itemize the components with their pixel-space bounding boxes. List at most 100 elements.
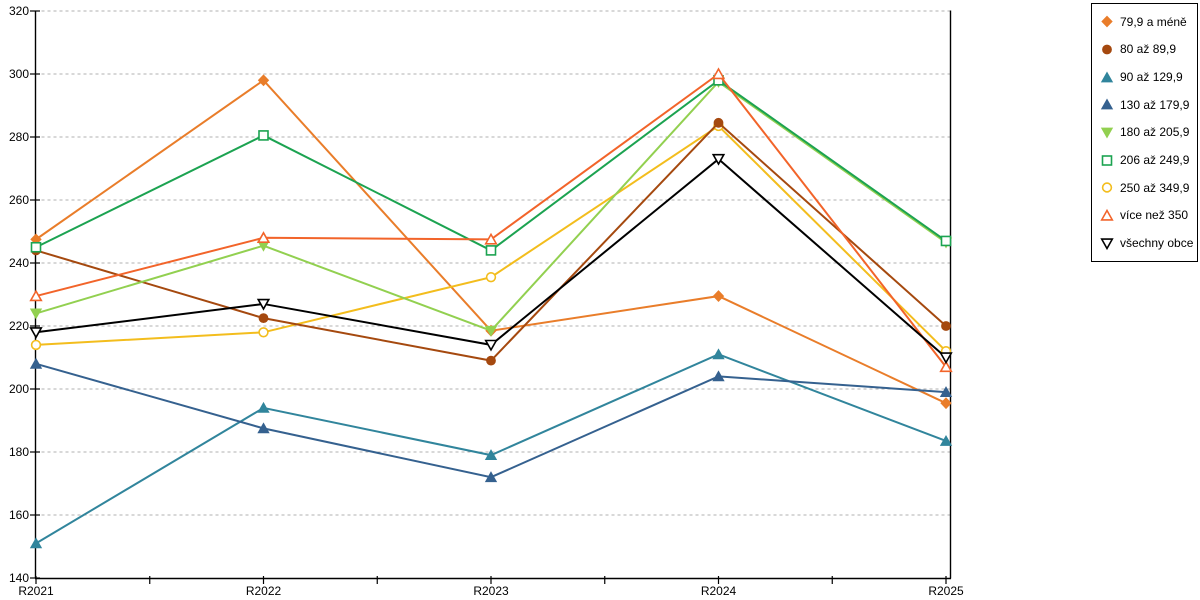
legend-item: více než 350: [1099, 208, 1197, 223]
legend-item: 130 až 179,9: [1099, 97, 1197, 112]
triangle-up-marker: [29, 357, 43, 369]
legend-item: všechny obce: [1099, 236, 1197, 251]
y-tick-label: 280: [9, 130, 29, 144]
triangle-up-icon-shape: [1100, 71, 1114, 83]
triangle-up-marker: [939, 386, 953, 398]
square-marker: [30, 241, 42, 253]
triangle-up-marker: [257, 401, 270, 413]
series-3: [29, 348, 953, 549]
triangle-down-marker: [711, 153, 726, 166]
triangle-up-icon: [1100, 71, 1114, 83]
series-7: [30, 120, 952, 357]
legend-label: 180 až 205,9: [1120, 125, 1190, 140]
diamond-icon-shape: [1101, 15, 1113, 28]
y-tick-label: 260: [9, 193, 29, 207]
y-tick-label: 240: [9, 256, 29, 270]
x-category-label: R2022: [246, 584, 282, 598]
diamond-marker: [257, 74, 270, 87]
triangle-up-marker: [712, 370, 725, 382]
triangle-down-marker: [256, 298, 271, 311]
triangle-up-marker: [939, 360, 953, 373]
circle-marker: [713, 117, 724, 128]
legend-label: více než 350: [1120, 208, 1189, 223]
series-line: [35, 79, 947, 252]
circle-icon-shape: [1101, 182, 1113, 193]
square-icon-shape: [1101, 154, 1113, 166]
legend-label: 80 až 89,9: [1120, 42, 1177, 57]
triangle-down-icon: [1100, 127, 1114, 139]
triangle-down-marker: [484, 339, 498, 352]
triangle-down-marker: [484, 325, 498, 337]
diamond-marker: [940, 397, 952, 410]
legend-label: 250 až 349,9: [1120, 180, 1190, 195]
triangle-up-icon: [1100, 208, 1114, 221]
y-tick-label: 300: [9, 67, 29, 81]
legend-label: 79,9 a méně: [1120, 14, 1187, 29]
circle-marker: [258, 313, 269, 324]
triangle-up-marker: [711, 67, 726, 80]
square-marker: [940, 235, 952, 247]
circle-marker: [258, 327, 269, 338]
y-tick-label: 160: [9, 508, 29, 522]
series-8: [29, 67, 953, 373]
triangle-up-marker: [939, 434, 953, 446]
square-marker: [485, 245, 497, 256]
circle-icon: [1102, 44, 1112, 55]
x-category-label: R2025: [928, 584, 964, 598]
y-tick-label: 200: [9, 382, 29, 396]
legend-item: 80 až 89,9: [1099, 42, 1197, 57]
series-9: [29, 153, 953, 365]
series-line: [35, 80, 947, 332]
legend-label: 206 až 249,9: [1120, 153, 1190, 168]
triangle-up-marker: [712, 348, 725, 360]
legend-item: 206 až 249,9: [1099, 153, 1197, 168]
x-category-label: R2024: [701, 584, 737, 598]
triangle-up-marker: [256, 231, 271, 243]
legend-item: 180 až 205,9: [1099, 125, 1197, 140]
triangle-up-icon-shape: [1100, 98, 1114, 110]
x-category-label: R2021: [18, 584, 54, 598]
triangle-up-marker: [484, 471, 498, 483]
triangle-up-marker: [257, 422, 270, 434]
diamond-icon: [1101, 15, 1113, 28]
triangle-down-marker: [29, 308, 43, 320]
square-marker: [258, 130, 269, 141]
series-6: [30, 75, 952, 256]
circle-icon-shape: [1102, 44, 1112, 55]
circle-icon: [1101, 182, 1113, 193]
circle-marker: [941, 321, 951, 331]
legend-item: 79,9 a méně: [1099, 14, 1197, 29]
y-tick-label: 220: [9, 319, 29, 333]
triangle-down-marker: [29, 327, 43, 339]
y-tick-label: 180: [9, 445, 29, 459]
triangle-down-icon: [1100, 237, 1114, 250]
legend-label: všechny obce: [1120, 236, 1194, 251]
legend-label: 90 až 129,9: [1120, 70, 1183, 85]
triangle-up-marker: [484, 449, 498, 461]
circle-marker: [30, 339, 42, 351]
legend: 79,9 a méně 80 až 89,9 90 až 129,9 130 až 1…: [1091, 3, 1198, 262]
y-tick-label: 320: [9, 4, 29, 18]
legend-item: 250 až 349,9: [1099, 180, 1197, 195]
series-4: [29, 357, 953, 483]
triangle-up-marker: [29, 537, 43, 549]
legend-item: 90 až 129,9: [1099, 70, 1197, 85]
triangle-up-icon: [1100, 98, 1114, 110]
legend-label: 130 až 179,9: [1120, 97, 1190, 112]
circle-marker: [486, 355, 496, 366]
triangle-down-icon-shape: [1100, 237, 1114, 250]
diamond-marker: [712, 290, 725, 302]
y-tick-label: 140: [9, 571, 29, 585]
triangle-up-icon-shape: [1100, 208, 1114, 221]
triangle-up-marker: [484, 232, 498, 245]
triangle-down-marker: [939, 352, 953, 365]
x-category-label: R2023: [473, 584, 509, 598]
series-line: [35, 72, 947, 368]
circle-marker: [485, 271, 497, 283]
square-icon: [1101, 154, 1113, 166]
triangle-down-icon-shape: [1100, 127, 1114, 139]
triangle-up-marker: [29, 289, 43, 302]
series-line: [35, 362, 947, 479]
